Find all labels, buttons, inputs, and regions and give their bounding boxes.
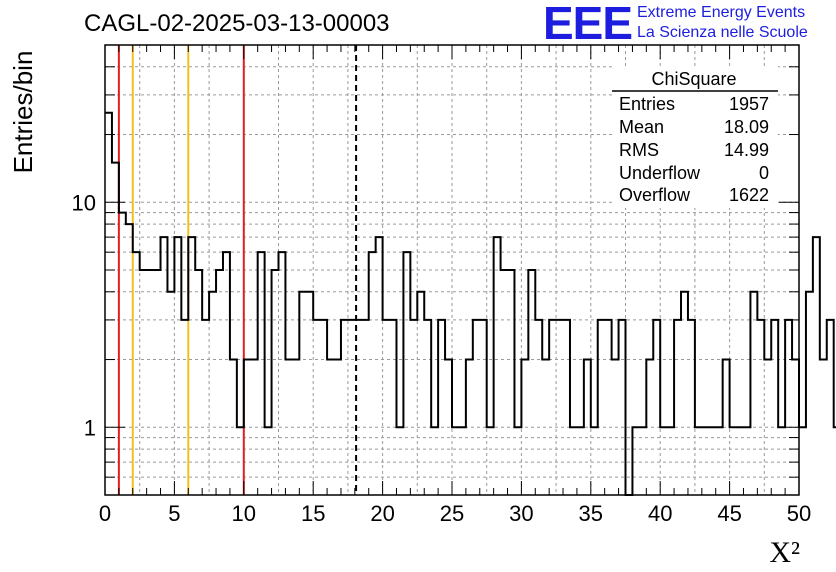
x-tick-label: 45 xyxy=(717,501,741,526)
stats-title: ChiSquare xyxy=(651,69,736,89)
stats-box: ChiSquare Entries 1957 Mean 18.09 RMS 14… xyxy=(612,66,778,208)
x-axis-label: X² xyxy=(769,536,800,569)
stats-value-rms: 14.99 xyxy=(724,140,769,160)
y-axis-label: Entries/bin xyxy=(8,51,38,174)
y-tick-label: 10 xyxy=(72,190,96,215)
page-title: CAGL-02-2025-03-13-00003 xyxy=(84,10,390,37)
stats-label-entries: Entries xyxy=(619,94,675,114)
stats-label-rms: RMS xyxy=(619,140,659,160)
stats-value-overflow: 1622 xyxy=(729,185,769,205)
x-tick-label: 50 xyxy=(787,501,811,526)
x-tick-label: 40 xyxy=(648,501,672,526)
stats-label-overflow: Overflow xyxy=(619,185,691,205)
stats-value-entries: 1957 xyxy=(729,94,769,114)
x-tick-label: 5 xyxy=(168,501,180,526)
x-tick-label: 10 xyxy=(232,501,256,526)
stats-box-background xyxy=(612,66,778,208)
stats-value-mean: 18.09 xyxy=(724,117,769,137)
logo-text-line1: Extreme Energy Events xyxy=(637,4,806,21)
x-tick-labels: 0 5 10 15 20 25 30 35 40 45 50 xyxy=(99,501,811,526)
eee-logo: EEE Extreme Energy Events La Scienza nel… xyxy=(543,0,833,49)
x-tick-label: 0 xyxy=(99,501,111,526)
y-tick-label: 1 xyxy=(84,415,96,440)
x-tick-label: 30 xyxy=(509,501,533,526)
logo-text-line2: La Scienza nelle Scuole xyxy=(637,24,808,41)
x-tick-label: 35 xyxy=(579,501,603,526)
stats-label-underflow: Underflow xyxy=(619,163,701,183)
stats-label-mean: Mean xyxy=(619,117,664,137)
x-tick-label: 15 xyxy=(301,501,325,526)
logo-mark: EEE xyxy=(543,0,633,49)
x-tick-label: 20 xyxy=(370,501,394,526)
axis-ticks xyxy=(104,45,800,495)
stats-value-underflow: 0 xyxy=(759,163,769,183)
x-tick-label: 25 xyxy=(440,501,464,526)
y-tick-labels: 1 10 xyxy=(72,190,96,440)
